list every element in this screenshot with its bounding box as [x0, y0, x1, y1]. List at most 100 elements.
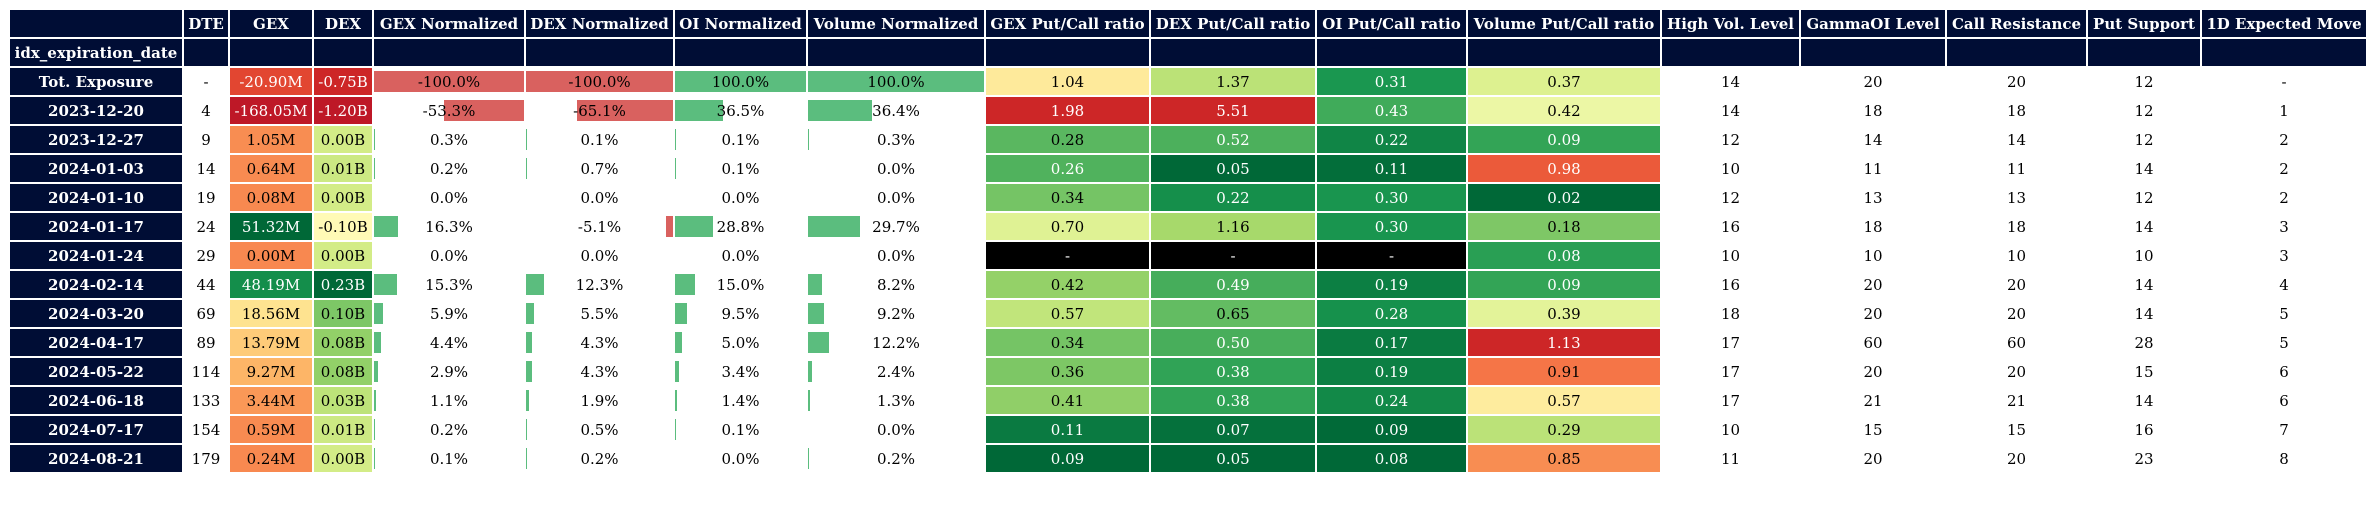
normalized-value: 29.7%: [872, 217, 920, 236]
gex-normalized-cell: 0.2%: [372, 153, 526, 184]
header-gex-put-call-ratio: GEX Put/Call ratio: [984, 8, 1151, 39]
normalized-value: 0.2%: [876, 449, 916, 468]
dex-cell: 0.00B: [312, 443, 374, 474]
call-resistance-cell: 18: [1945, 211, 2088, 242]
normalized-value: -100.0%: [568, 72, 631, 91]
table-row: 2024-05-22 114 9.27M 0.08B 2.9% 4.3% 3.4% 2.4% 0…: [8, 356, 2368, 387]
oi-put-call-cell: 0.09: [1315, 414, 1468, 445]
dex-put-call-cell: 0.50: [1149, 327, 1317, 358]
high-vol-level-cell: 10: [1660, 153, 1801, 184]
normalized-value: 0.0%: [429, 246, 469, 265]
table-row: 2024-02-14 44 48.19M 0.23B 15.3% 12.3% 15.0% 8.…: [8, 269, 2368, 300]
high-vol-level-cell: 18: [1660, 298, 1801, 329]
gex-normalized-cell: 0.2%: [372, 414, 526, 445]
dex-put-call-cell: 5.51: [1149, 95, 1317, 126]
gex-put-call-cell: 1.98: [984, 95, 1151, 126]
expected-move-cell: 5: [2200, 298, 2368, 329]
dex-normalized-cell: 0.7%: [524, 153, 675, 184]
dex-normalized-cell: 12.3%: [524, 269, 675, 300]
normalized-value: 1.3%: [876, 391, 916, 410]
gex-normalized-cell: 2.9%: [372, 356, 526, 387]
call-resistance-cell: 60: [1945, 327, 2088, 358]
gamma-oi-level-cell: 20: [1799, 356, 1947, 387]
normalized-value: 5.0%: [721, 333, 760, 352]
dte-cell: 69: [182, 298, 230, 329]
volume-put-call-cell: 0.85: [1466, 443, 1662, 474]
normalized-value: -100.0%: [417, 72, 481, 91]
put-support-cell: 12: [2086, 182, 2202, 213]
volume-normalized-cell: 36.4%: [806, 95, 986, 126]
gex-put-call-cell: 0.34: [984, 327, 1151, 358]
expected-move-cell: 2: [2200, 153, 2368, 184]
index-header-blank: [228, 37, 314, 68]
normalized-bar: [444, 100, 523, 121]
gex-cell: 18.56M: [228, 298, 314, 329]
normalized-value: 0.7%: [580, 159, 619, 178]
high-vol-level-cell: 14: [1660, 95, 1801, 126]
gex-normalized-cell: 4.4%: [372, 327, 526, 358]
normalized-value: 16.3%: [425, 217, 473, 236]
row-label: 2024-02-14: [8, 269, 184, 300]
gamma-oi-level-cell: 10: [1799, 240, 1947, 271]
normalized-bar: [676, 303, 688, 324]
normalized-bar: [676, 100, 723, 121]
normalized-value: 0.1%: [721, 130, 760, 149]
dex-put-call-cell: -: [1149, 240, 1317, 271]
expected-move-cell: 5: [2200, 327, 2368, 358]
dex-normalized-cell: 4.3%: [524, 356, 675, 387]
row-label: 2024-08-21: [8, 443, 184, 474]
gamma-oi-level-cell: 20: [1799, 66, 1947, 97]
normalized-bar: [809, 303, 825, 324]
normalized-bar: [809, 216, 861, 237]
gex-cell: -20.90M: [228, 66, 314, 97]
header-call-resistance: Call Resistance: [1945, 8, 2088, 39]
normalized-bar: [527, 361, 533, 382]
dte-cell: 9: [182, 124, 230, 155]
gamma-oi-level-cell: 20: [1799, 269, 1947, 300]
table-row: 2024-03-20 69 18.56M 0.10B 5.9% 5.5% 9.5% 9.2% 0…: [8, 298, 2368, 329]
normalized-bar: [809, 71, 983, 92]
normalized-value: -5.1%: [577, 217, 622, 236]
dex-cell: 0.01B: [312, 153, 374, 184]
dex-put-call-cell: 0.52: [1149, 124, 1317, 155]
normalized-value: 0.1%: [721, 420, 760, 439]
put-support-cell: 23: [2086, 443, 2202, 474]
oi-put-call-cell: 0.17: [1315, 327, 1468, 358]
high-vol-level-cell: 10: [1660, 240, 1801, 271]
gex-put-call-cell: 0.70: [984, 211, 1151, 242]
normalized-value: 4.3%: [580, 333, 619, 352]
header-put-support: Put Support: [2086, 8, 2202, 39]
dte-cell: -: [182, 66, 230, 97]
gex-put-call-cell: 0.11: [984, 414, 1151, 445]
volume-normalized-cell: 12.2%: [806, 327, 986, 358]
table-row: 2024-01-17 24 51.32M -0.10B 16.3% -5.1% 28.8% 2…: [8, 211, 2368, 242]
oi-normalized-cell: 0.0%: [673, 443, 808, 474]
volume-normalized-cell: 29.7%: [806, 211, 986, 242]
column-header-row: DTE GEX DEX GEX Normalized DEX Normalize…: [8, 8, 2368, 39]
dte-cell: 14: [182, 153, 230, 184]
call-resistance-cell: 20: [1945, 356, 2088, 387]
normalized-value: 0.1%: [580, 130, 619, 149]
call-resistance-cell: 18: [1945, 95, 2088, 126]
normalized-bar: [375, 216, 399, 237]
dex-put-call-cell: 0.65: [1149, 298, 1317, 329]
normalized-value: 0.2%: [429, 159, 469, 178]
index-header-blank: [1149, 37, 1317, 68]
volume-put-call-cell: 1.13: [1466, 327, 1662, 358]
index-header-blank: [312, 37, 374, 68]
gex-put-call-cell: 0.41: [984, 385, 1151, 416]
oi-normalized-cell: 28.8%: [673, 211, 808, 242]
gamma-oi-level-cell: 13: [1799, 182, 1947, 213]
normalized-value: 0.0%: [721, 449, 760, 468]
dex-put-call-cell: 1.16: [1149, 211, 1317, 242]
call-resistance-cell: 20: [1945, 66, 2088, 97]
volume-normalized-cell: 2.4%: [806, 356, 986, 387]
gex-cell: 0.24M: [228, 443, 314, 474]
call-resistance-cell: 20: [1945, 443, 2088, 474]
oi-put-call-cell: 0.19: [1315, 269, 1468, 300]
gamma-oi-level-cell: 60: [1799, 327, 1947, 358]
dex-cell: 0.08B: [312, 327, 374, 358]
expected-move-cell: 7: [2200, 414, 2368, 445]
gex-normalized-cell: 0.3%: [372, 124, 526, 155]
gex-cell: 0.59M: [228, 414, 314, 445]
